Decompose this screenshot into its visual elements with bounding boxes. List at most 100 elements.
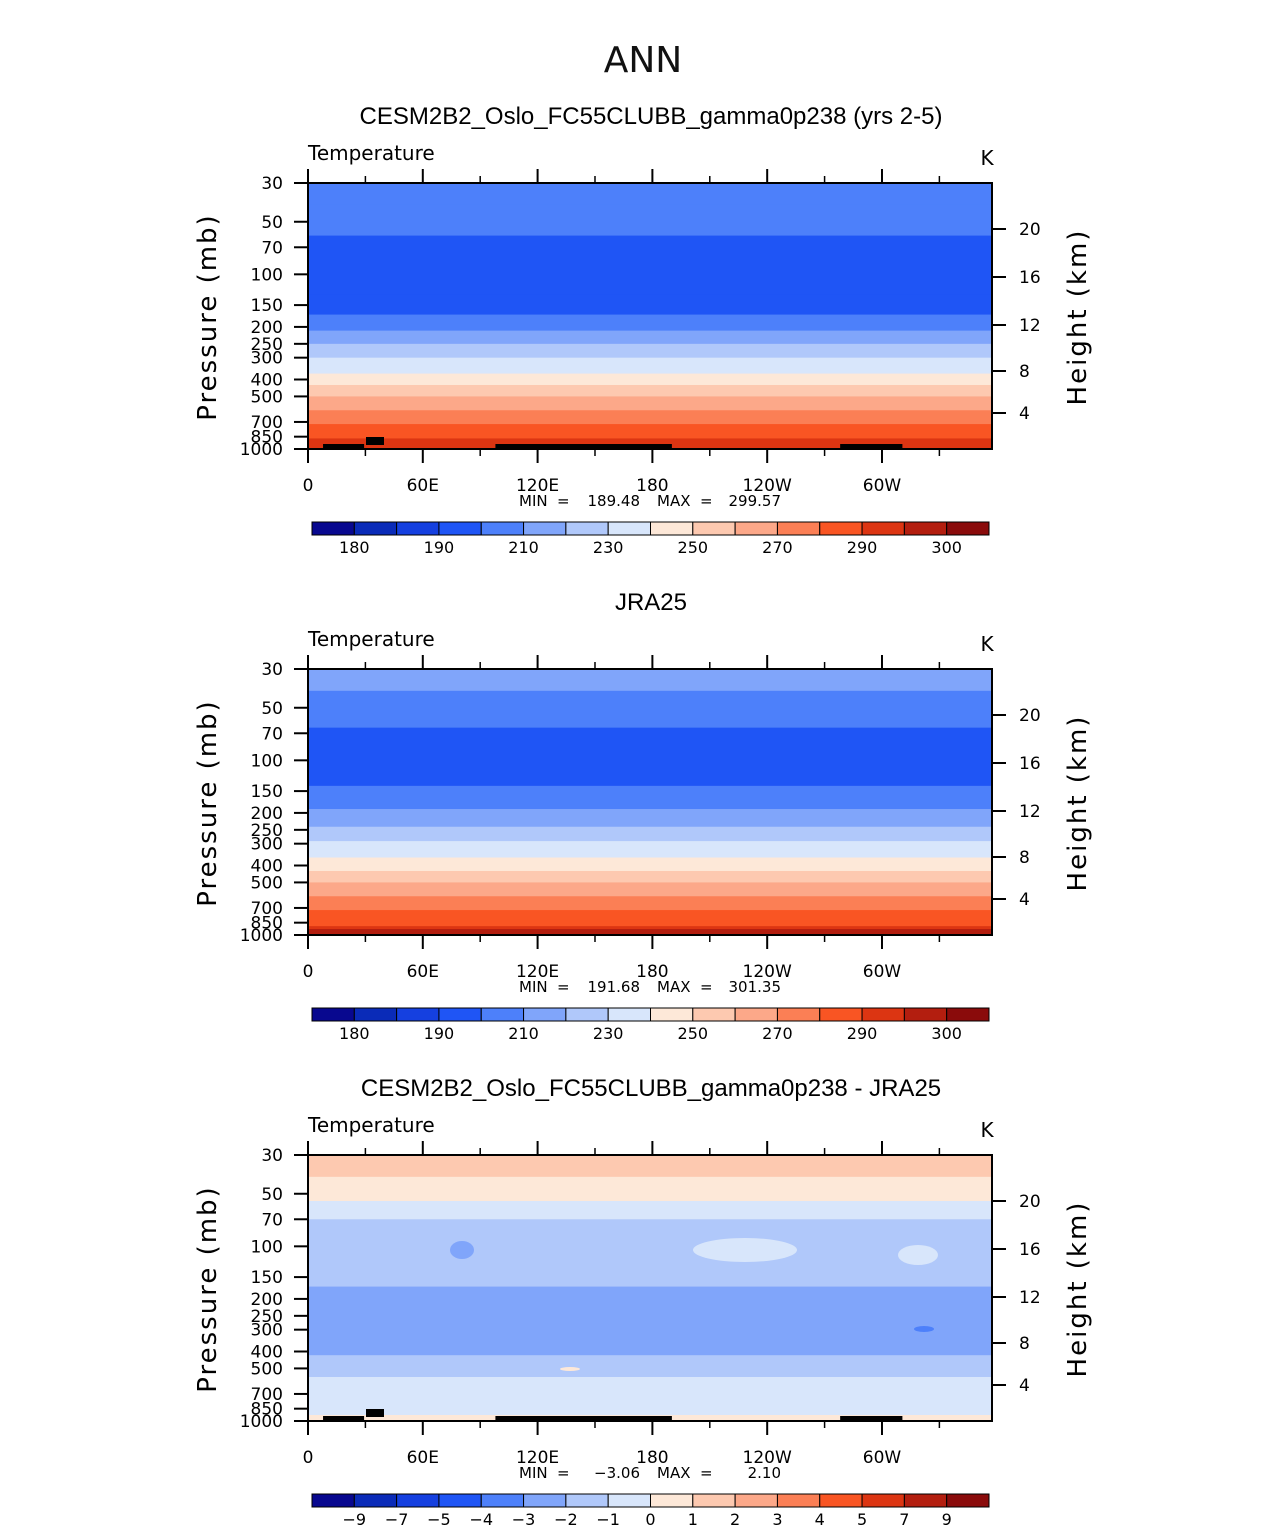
colorbar: 180 190 210 230 250 270 290 300: [311, 521, 990, 557]
stat-min-label: MIN: [519, 1464, 548, 1482]
colorbar-label: 4: [815, 1510, 825, 1529]
colorbar-label: −1: [596, 1510, 620, 1529]
contour-band: [308, 669, 992, 692]
colorbar-box: [650, 1493, 694, 1508]
stat-equals: =: [700, 1464, 713, 1482]
land-mask: [323, 444, 365, 449]
y2-axis-label: Height (km): [1063, 715, 1093, 892]
colorbar-box: [650, 1007, 694, 1022]
contour-fill: [308, 1155, 992, 1421]
land-mask: [840, 444, 903, 449]
y2-tick-label: 16: [1019, 1240, 1041, 1260]
colorbar-label: 9: [942, 1510, 952, 1529]
colorbar-box: [734, 1493, 778, 1508]
contour-band: [308, 373, 992, 386]
stat-min-label: MIN: [519, 978, 548, 996]
x-tick-label: 60E: [407, 1448, 439, 1468]
contour-band: [308, 1176, 992, 1202]
panel-1: CESM2B2_Oslo_FC55CLUBB_gamma0p238 (yrs 2…: [193, 103, 1093, 557]
colorbar-label: 300: [931, 538, 962, 557]
x-tick-label: 180: [636, 476, 668, 496]
y-tick-label: 200: [251, 318, 283, 338]
y2-tick-label: 4: [1019, 1376, 1030, 1396]
units-label: K: [980, 146, 994, 170]
colorbar-box: [565, 1007, 609, 1022]
colorbar-box: [776, 1007, 821, 1022]
colorbar-box: [650, 521, 694, 536]
contour-band: [308, 1200, 992, 1220]
colorbar-box: [607, 1007, 651, 1022]
y2-tick-label: 12: [1019, 316, 1041, 336]
contour-band: [308, 785, 992, 810]
stat-max-value: 299.57: [729, 492, 782, 510]
y-tick-label: 150: [251, 1268, 283, 1288]
colorbar-box: [311, 521, 355, 536]
stat-equals: =: [557, 978, 570, 996]
y-tick-label: 30: [261, 1146, 283, 1166]
x-tick-label: 180: [636, 1448, 668, 1468]
y-tick-label: 500: [251, 873, 283, 893]
units-label: K: [980, 632, 994, 656]
colorbar-box: [776, 1493, 821, 1508]
colorbar-box: [819, 1007, 863, 1022]
y2-axis-label: Height (km): [1063, 1201, 1093, 1378]
colorbar-label: 230: [593, 538, 624, 557]
colorbar-label: 190: [424, 538, 455, 557]
figure-title: ANN: [604, 40, 683, 81]
colorbar-box: [523, 521, 567, 536]
y-tick-label: 850: [251, 1400, 283, 1420]
colorbar-box: [946, 1493, 990, 1508]
colorbar-box: [480, 521, 525, 536]
contour-band: [308, 235, 992, 295]
y-tick-label: 50: [261, 699, 283, 719]
y2-axis-label: Height (km): [1063, 229, 1093, 406]
panel-2: JRA25 Temperature K 0 60E 120E 180 120W 60W 30 50 7…: [193, 589, 1093, 1043]
y-tick-label: 100: [251, 751, 283, 771]
y-tick-label: 200: [251, 804, 283, 824]
contour-band: [308, 204, 992, 237]
contour-blob: [898, 1245, 938, 1265]
colorbar-box: [523, 1007, 567, 1022]
colorbar-box: [311, 1007, 355, 1022]
y-tick-label: 70: [261, 724, 283, 744]
colorbar-box: [692, 521, 736, 536]
contour-band: [308, 357, 992, 375]
y-tick-label: 250: [251, 821, 283, 841]
colorbar-box: [903, 521, 948, 536]
contour-band: [308, 1155, 992, 1178]
y-tick-label: 1000: [240, 926, 283, 946]
contour-band: [308, 826, 992, 842]
stat-min-value: 191.68: [588, 978, 641, 996]
contour-blob: [693, 1238, 797, 1262]
y-axis-label: Pressure (mb): [193, 1185, 223, 1392]
colorbar-label: 0: [645, 1510, 655, 1529]
plot-frame: [307, 1154, 993, 1422]
stat-equals: =: [557, 1464, 570, 1482]
colorbar-box: [438, 1493, 482, 1508]
y2-tick-label: 8: [1019, 1334, 1030, 1354]
colorbar-box: [607, 521, 651, 536]
y-tick-label: 300: [251, 835, 283, 855]
x-tick-label: 60E: [407, 962, 439, 982]
y2-tick-label: 8: [1019, 362, 1030, 382]
colorbar-box: [565, 521, 609, 536]
contour-band: [308, 183, 992, 206]
colorbar-label: 250: [678, 538, 709, 557]
contour-band: [308, 857, 992, 872]
colorbar-box: [776, 521, 821, 536]
colorbar-label: 270: [762, 538, 793, 557]
colorbar-label: 180: [339, 1024, 370, 1043]
colorbar-label: 5: [857, 1510, 867, 1529]
x-tick-label: 60E: [407, 476, 439, 496]
y2-tick-label: 8: [1019, 848, 1030, 868]
colorbar-label: −9: [343, 1510, 367, 1529]
contour-blob: [914, 1326, 934, 1332]
stat-equals: =: [557, 492, 570, 510]
y-tick-label: 300: [251, 1321, 283, 1341]
colorbar-label: 2: [730, 1510, 740, 1529]
y2-tick-label: 16: [1019, 268, 1041, 288]
colorbar-label: 210: [508, 538, 539, 557]
y-tick-label: 850: [251, 914, 283, 934]
contour-fill: [308, 183, 992, 449]
